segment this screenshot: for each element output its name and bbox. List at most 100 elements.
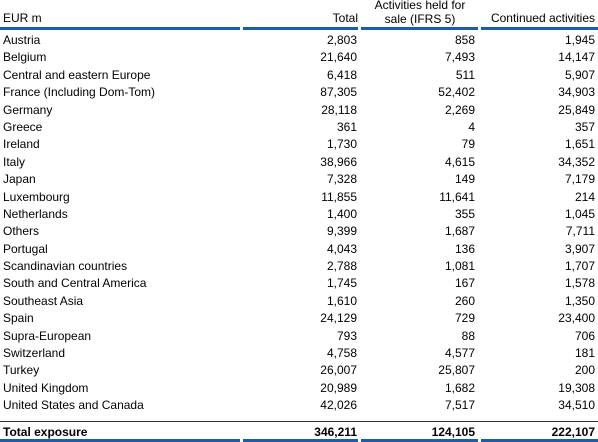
row-total: 1,745 <box>326 276 357 291</box>
table-row: Switzerland 4,758 4,577 181 <box>0 345 598 362</box>
row-label: Supra-European <box>3 328 92 343</box>
row-afs: 79 <box>461 137 475 152</box>
row-continued: 1,578 <box>564 276 595 291</box>
table-row: Italy 38,966 4,615 34,352 <box>0 154 598 171</box>
total-exposure-row: Total exposure 346,211 124,105 222,107 <box>0 424 598 440</box>
row-total: 1,730 <box>326 137 357 152</box>
table-row: South and Central America 1,745 167 1,578 <box>0 275 598 292</box>
row-continued: 1,651 <box>564 137 595 152</box>
row-afs: 355 <box>454 206 475 221</box>
row-total: 42,026 <box>320 398 357 413</box>
row-continued: 200 <box>574 363 595 378</box>
row-afs: 1,687 <box>444 224 475 239</box>
table-header: EUR m Total Activities held for sale (IF… <box>0 0 598 27</box>
total-top-rule <box>0 421 598 422</box>
table-row: Turkey 26,007 25,807 200 <box>0 362 598 379</box>
row-continued: 23,400 <box>558 311 595 326</box>
row-continued: 3,907 <box>564 241 595 256</box>
total-exposure-label: Total exposure <box>3 425 88 439</box>
row-label: Central and eastern Europe <box>3 67 151 82</box>
row-label: Germany <box>3 102 53 117</box>
row-continued: 706 <box>574 328 595 343</box>
row-total: 2,788 <box>326 259 357 274</box>
row-afs: 1,682 <box>444 380 475 395</box>
row-afs: 1,081 <box>444 259 475 274</box>
row-continued: 14,147 <box>558 50 595 65</box>
row-total: 38,966 <box>320 154 357 169</box>
row-label: France (Including Dom-Tom) <box>3 85 156 100</box>
row-total: 361 <box>336 119 357 134</box>
table-row: Ireland 1,730 79 1,651 <box>0 136 598 153</box>
row-label: Southeast Asia <box>3 293 84 308</box>
row-total: 9,399 <box>326 224 357 239</box>
header-afs-line1: Activities held for <box>374 0 466 12</box>
row-label: Belgium <box>3 50 47 65</box>
table-row: Spain 24,129 729 23,400 <box>0 310 598 327</box>
row-afs: 7,517 <box>444 398 475 413</box>
row-total: 28,118 <box>321 102 357 117</box>
table-row: Luxembourg 11,855 11,641 214 <box>0 189 598 206</box>
table-row: Germany 28,118 2,269 25,849 <box>0 102 598 119</box>
row-continued: 214 <box>574 189 595 204</box>
row-afs: 88 <box>461 328 475 343</box>
table-row: United Kingdom 20,989 1,682 19,308 <box>0 380 598 397</box>
row-label: South and Central America <box>3 276 147 291</box>
row-afs: 858 <box>454 33 475 47</box>
table-row: Netherlands 1,400 355 1,045 <box>0 206 598 223</box>
row-label: United Kingdom <box>3 380 89 395</box>
row-continued: 34,352 <box>558 154 595 169</box>
header-eur-m: EUR m <box>3 11 42 25</box>
table-row: Scandinavian countries 2,788 1,081 1,707 <box>0 258 598 275</box>
row-afs: 52,402 <box>438 85 475 100</box>
row-continued: 25,849 <box>558 102 595 117</box>
row-continued: 7,179 <box>564 172 595 187</box>
table-row: United States and Canada 42,026 7,517 34,51… <box>0 397 598 414</box>
row-continued: 357 <box>574 119 595 134</box>
header-afs-line2: sale (IFRS 5) <box>384 12 456 26</box>
row-label: Spain <box>3 311 34 326</box>
row-afs: 729 <box>454 311 475 326</box>
row-continued: 1,945 <box>564 33 595 47</box>
row-continued: 1,707 <box>564 259 595 274</box>
row-continued: 5,907 <box>564 67 595 82</box>
table-row: Japan 7,328 149 7,179 <box>0 171 598 188</box>
total-exposure-continued: 222,107 <box>551 425 595 439</box>
row-label: Turkey <box>3 363 40 378</box>
row-afs: 167 <box>454 276 475 291</box>
total-exposure-total: 346,211 <box>314 425 357 439</box>
row-total: 2,803 <box>326 33 357 47</box>
header-activities-held-for-sale: Activities held for sale (IFRS 5) <box>360 0 480 26</box>
row-afs: 25,807 <box>438 363 475 378</box>
footer-rule-afs <box>361 439 478 442</box>
row-continued: 1,350 <box>564 293 595 308</box>
table-row: France (Including Dom-Tom) 87,305 52,402 34… <box>0 84 598 101</box>
row-total: 11,855 <box>321 189 357 204</box>
footer-rule-total <box>243 439 358 442</box>
row-afs: 7,493 <box>444 50 475 65</box>
header-rule-label <box>0 27 240 30</box>
row-afs: 136 <box>454 241 475 256</box>
row-afs: 260 <box>454 293 475 308</box>
total-exposure-afs: 124,105 <box>431 425 475 439</box>
row-total: 4,758 <box>326 346 357 361</box>
table-row: Austria 2,803 858 1,945 <box>0 32 598 49</box>
row-label: Austria <box>3 33 41 47</box>
row-continued: 19,308 <box>558 380 595 395</box>
row-label: Others <box>3 224 40 239</box>
row-label: Japan <box>3 172 36 187</box>
row-label: Italy <box>3 154 26 169</box>
row-label: Switzerland <box>3 346 66 361</box>
row-afs: 511 <box>455 67 475 82</box>
header-rule-afs <box>361 27 478 30</box>
row-label: Portugal <box>3 241 48 256</box>
row-afs: 149 <box>454 172 475 187</box>
table-row: Others 9,399 1,687 7,711 <box>0 223 598 240</box>
row-total: 1,400 <box>326 206 357 221</box>
row-afs: 4,615 <box>444 154 475 169</box>
row-total: 20,989 <box>320 380 357 395</box>
table-row: Southeast Asia 1,610 260 1,350 <box>0 293 598 310</box>
table-row: Greece 361 4 357 <box>0 119 598 136</box>
row-label: Ireland <box>3 137 40 152</box>
table-row: Portugal 4,043 136 3,907 <box>0 241 598 258</box>
